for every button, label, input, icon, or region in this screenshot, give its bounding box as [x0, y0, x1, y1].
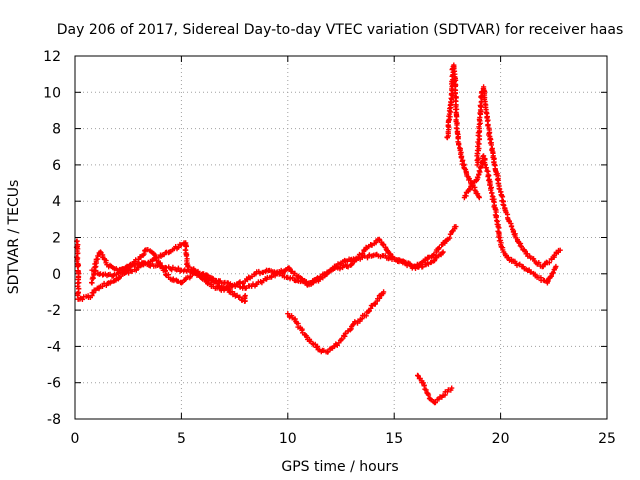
x-tick-label: 25 — [598, 431, 616, 447]
y-tick-label: 4 — [52, 194, 61, 210]
data-point-negative-arc — [363, 313, 369, 319]
data-point-storm-peak-2 — [501, 202, 507, 208]
data-point-storm-trail — [505, 254, 511, 261]
data-point-secondary-band — [447, 235, 453, 241]
data-point-storm-peak-2 — [518, 243, 524, 249]
data-point-deep-negative — [425, 392, 432, 398]
data-point-early-spikes — [75, 263, 81, 269]
data-point-storm-peak-1 — [476, 195, 482, 201]
chart-title: Day 206 of 2017, Sidereal Day-to-day VTE… — [57, 22, 624, 38]
data-point-secondary-band — [390, 254, 396, 260]
data-point-deep-negative — [423, 387, 429, 393]
y-tick-label: 8 — [52, 122, 61, 138]
data-point-negative-arc — [381, 289, 387, 295]
data-point-storm-peak-2 — [546, 260, 552, 266]
data-point-storm-trail — [488, 187, 494, 193]
data-point-storm-peak-2 — [499, 193, 505, 199]
data-point-storm-trail — [545, 278, 551, 284]
grid-lines — [75, 56, 607, 419]
data-point-secondary-band — [406, 260, 412, 266]
data-point-secondary-band — [93, 268, 99, 274]
data-point-early-spikes — [90, 290, 96, 296]
plot-frame — [74, 55, 608, 420]
tick-labels: 0 5 10 15 20 25 -8 -6 -4 -2 0 2 4 6 8 10 12 — [43, 49, 616, 447]
data-point-early-spikes — [75, 250, 81, 256]
data-point-secondary-band — [453, 224, 459, 230]
x-tick-label: 15 — [385, 431, 403, 447]
x-tick-label: 10 — [279, 431, 297, 447]
data-point-secondary-band — [436, 245, 442, 251]
x-axis-label: GPS time / hours — [281, 459, 398, 475]
data-point-storm-trail — [489, 190, 495, 196]
data-point-storm-trail — [470, 182, 476, 188]
data-point-negative-arc — [339, 336, 345, 342]
data-point-main-band — [89, 280, 95, 286]
y-tick-label: 10 — [43, 85, 61, 101]
data-point-storm-trail — [481, 153, 487, 159]
data-point-storm-trail — [496, 225, 502, 231]
data-point-storm-peak-2 — [497, 186, 503, 192]
data-point-storm-peak-1 — [458, 154, 464, 160]
y-tick-label: -2 — [47, 303, 61, 319]
data-point-storm-peak-2 — [557, 247, 563, 253]
data-point-storm-peak-2 — [495, 180, 501, 187]
data-point-early-spikes — [202, 273, 208, 279]
data-point-storm-peak-1 — [451, 78, 458, 85]
data-point-deep-negative — [427, 396, 433, 402]
y-tick-label: 12 — [43, 49, 61, 65]
y-tick-label: 0 — [52, 267, 61, 283]
data-point-storm-peak-2 — [508, 223, 515, 229]
y-tick-label: -4 — [47, 339, 61, 355]
x-tick-label: 20 — [492, 431, 510, 447]
data-point-storm-peak-1 — [456, 142, 462, 148]
data-point-storm-peak-2 — [536, 260, 542, 266]
data-point-secondary-band — [355, 255, 361, 261]
y-tick-label: 6 — [52, 158, 61, 174]
data-point-main-band — [440, 249, 446, 255]
data-point-secondary-band — [359, 251, 366, 257]
data-point-early-spikes — [133, 267, 139, 273]
data-point-deep-negative — [432, 399, 438, 406]
data-point-secondary-band — [175, 265, 181, 271]
data-point-early-spikes — [242, 293, 248, 299]
data-point-storm-peak-1 — [475, 191, 481, 197]
data-point-secondary-band — [234, 282, 240, 288]
data-point-early-spikes — [175, 244, 181, 250]
data-point-main-band — [237, 279, 243, 285]
data-point-storm-peak-2 — [477, 102, 483, 108]
data-point-main-band — [431, 258, 438, 264]
data-points — [73, 62, 563, 406]
data-point-deep-negative — [449, 385, 455, 391]
data-point-secondary-band — [422, 257, 428, 263]
y-tick-label: 2 — [52, 231, 61, 247]
y-axis-label: SDTVAR / TECUs — [6, 180, 22, 295]
data-point-secondary-band — [158, 263, 164, 269]
data-point-secondary-band — [317, 274, 323, 280]
data-point-main-band — [439, 250, 445, 256]
y-tick-label: -8 — [47, 412, 61, 428]
x-tick-label: 5 — [177, 431, 186, 447]
data-point-early-spikes — [99, 283, 106, 289]
data-point-storm-trail — [553, 263, 559, 270]
data-point-storm-peak-2 — [488, 142, 494, 148]
data-point-storm-trail — [476, 168, 482, 174]
x-tick-label: 0 — [71, 431, 80, 447]
data-point-early-spikes — [237, 294, 243, 300]
y-tick-label: -6 — [47, 376, 61, 392]
data-point-main-band — [187, 273, 194, 279]
data-point-storm-trail — [550, 270, 556, 276]
